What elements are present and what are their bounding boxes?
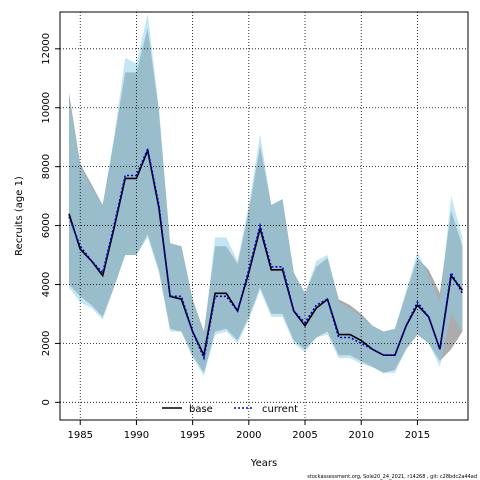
x-tick-label-2005: 2005 [292, 430, 317, 441]
legend-current-label: current [262, 404, 298, 415]
y-tick-label-12000: 12000 [41, 33, 52, 65]
x-axis-label: Years [250, 458, 277, 469]
y-tick-label-6000: 6000 [41, 213, 52, 238]
y-tick-label-2000: 2000 [41, 331, 52, 356]
x-tick-label-2010: 2010 [348, 430, 373, 441]
line-current [68, 146, 464, 361]
y-tick-label-8000: 8000 [41, 154, 52, 179]
x-tick-label-2000: 2000 [236, 430, 261, 441]
plot-frame [59, 11, 469, 421]
band-current [69, 13, 463, 376]
footer-text: stockassessment.org, Sole20_24_2021, r14… [307, 474, 477, 480]
series-lines [68, 146, 464, 361]
y-tick-label-4000: 4000 [41, 272, 52, 297]
x-tick-label-1995: 1995 [180, 430, 205, 441]
legend-base-label: base [189, 404, 213, 415]
y-tick-label-0: 0 [41, 399, 52, 405]
y-axis: 0 2000 4000 6000 8000 10000 12000 [41, 33, 60, 406]
y-axis-label: Recruits (age 1) [14, 176, 25, 256]
uncertainty-bands [69, 13, 463, 376]
x-tick-label-2015: 2015 [405, 430, 430, 441]
legend: base current [162, 404, 298, 415]
x-axis: 1985 1990 1995 2000 2005 2010 2015 [68, 420, 430, 441]
x-tick-label-1985: 1985 [68, 430, 93, 441]
x-tick-label-1990: 1990 [124, 430, 149, 441]
y-tick-label-10000: 10000 [41, 92, 52, 124]
